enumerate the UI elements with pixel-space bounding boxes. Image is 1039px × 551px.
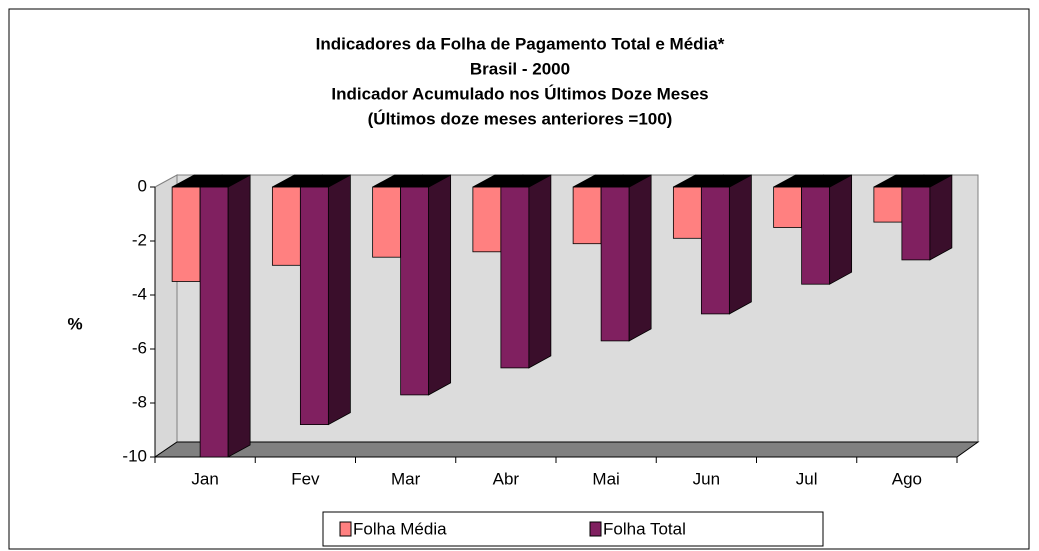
bar-side [227, 174, 251, 458]
bar-front [873, 186, 903, 223]
legend-label: Folha Total [603, 519, 686, 538]
chart-title: Indicadores da Folha de Pagamento Total … [316, 34, 725, 53]
bar-front [572, 186, 602, 245]
bar-side [327, 174, 351, 426]
bar [199, 174, 251, 458]
bar-side [829, 174, 853, 285]
chart-title: (Últimos doze meses anteriores =100) [368, 109, 673, 128]
bar-front [199, 186, 229, 458]
bar [500, 174, 552, 369]
y-tick-label: -4 [132, 284, 147, 303]
bar-front [600, 186, 630, 342]
bar-front [672, 186, 702, 239]
bar-front [372, 186, 402, 258]
legend-swatch [589, 521, 602, 537]
y-tick-label: -6 [132, 338, 147, 357]
bar [901, 174, 953, 261]
legend-swatch [339, 521, 352, 537]
bar-side [428, 174, 452, 396]
y-tick-label: 0 [138, 176, 147, 195]
bar-top [199, 174, 251, 188]
y-tick-label: -2 [132, 230, 147, 249]
x-tick-label: Ago [892, 469, 922, 488]
bar-front [801, 186, 831, 285]
bar-side [929, 174, 953, 261]
bar-top [801, 174, 852, 188]
x-tick-label: Abr [493, 469, 520, 488]
bar-top [300, 174, 351, 188]
x-tick-label: Jul [796, 469, 818, 488]
bar-front [500, 186, 530, 369]
bar-side [628, 174, 652, 342]
bar [801, 174, 853, 285]
bar-front [171, 186, 201, 282]
legend-label: Folha Média [353, 519, 447, 538]
bar-front [472, 186, 502, 253]
bar [299, 174, 351, 426]
bar-side [528, 174, 552, 369]
bar-top [701, 174, 752, 188]
bar [400, 174, 452, 396]
bar-top [400, 174, 451, 188]
bar [700, 174, 752, 315]
x-tick-label: Mar [391, 469, 421, 488]
bar-front [700, 186, 730, 315]
bar-front [271, 186, 301, 266]
chart-title: Indicador Acumulado nos Últimos Doze Mes… [331, 84, 708, 103]
bar-front [400, 186, 430, 396]
legend [322, 511, 824, 547]
bar-top [600, 174, 652, 188]
x-tick-label: Jun [693, 469, 720, 488]
bar [600, 174, 652, 342]
x-tick-label: Jan [191, 469, 218, 488]
x-tick-label: Mai [592, 469, 619, 488]
bar-front [901, 186, 931, 261]
y-tick-label: -10 [122, 446, 147, 465]
x-tick-label: Fev [291, 469, 320, 488]
bar-front [773, 186, 803, 228]
floor [153, 441, 980, 458]
bar-top [901, 174, 953, 188]
bar-front [299, 186, 329, 426]
chart-title: Brasil - 2000 [470, 59, 570, 78]
y-tick-label: -8 [132, 392, 147, 411]
bar-side [728, 174, 752, 315]
bar-top [500, 174, 552, 188]
y-axis-label: % [67, 314, 82, 333]
